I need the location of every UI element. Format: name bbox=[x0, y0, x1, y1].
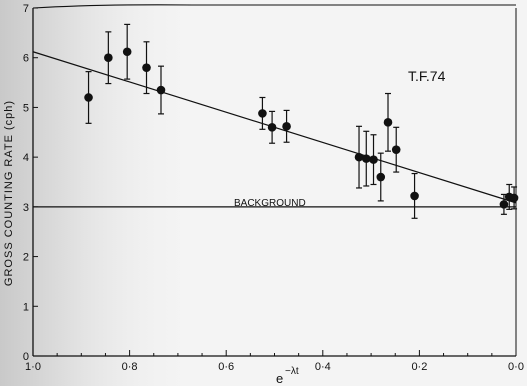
y-tick-label: 0 bbox=[23, 351, 29, 363]
data-point bbox=[282, 122, 291, 131]
y-tick-label: 4 bbox=[23, 152, 29, 164]
data-point bbox=[258, 109, 267, 118]
data-point bbox=[156, 85, 166, 95]
y-tick-label: 7 bbox=[23, 3, 29, 15]
x-tick-label: 0·0 bbox=[508, 361, 524, 373]
background-label: BACKGROUND bbox=[234, 198, 306, 209]
x-axis-label-base: e bbox=[276, 371, 283, 386]
data-point bbox=[104, 53, 113, 63]
x-tick-label: 0·8 bbox=[122, 361, 138, 373]
data-point bbox=[84, 93, 93, 102]
top-boundary-curve bbox=[32, 4, 516, 9]
x-tick-label: 0·2 bbox=[411, 361, 427, 373]
data-point bbox=[122, 47, 132, 57]
y-tick-label: 3 bbox=[23, 202, 29, 214]
sample-label: T.F.74 bbox=[408, 68, 446, 84]
data-point bbox=[391, 145, 401, 154]
data-point bbox=[354, 152, 364, 162]
data-point bbox=[376, 172, 386, 182]
x-tick-label: 0·6 bbox=[218, 361, 234, 373]
x-tick-label: 1·0 bbox=[25, 361, 41, 373]
x-axis-label-exponent: −λt bbox=[285, 366, 299, 377]
data-point bbox=[361, 154, 371, 163]
data-point bbox=[369, 155, 378, 164]
data-point bbox=[509, 193, 519, 203]
data-point bbox=[267, 123, 277, 132]
y-tick-label: 2 bbox=[23, 252, 29, 264]
data-point bbox=[383, 118, 393, 127]
scan-shading bbox=[0, 0, 200, 386]
y-tick-label: 1 bbox=[23, 301, 29, 313]
data-point bbox=[499, 200, 509, 209]
x-tick-label: 0·4 bbox=[315, 361, 331, 373]
data-point bbox=[410, 191, 419, 201]
y-axis-label: GROSS COUNTING RATE (cph) bbox=[3, 100, 15, 286]
y-tick-label: 6 bbox=[23, 53, 29, 65]
x-ticks: 1·0 0·8 0·6 0·4 0·2 0·0 bbox=[25, 350, 524, 373]
y-tick-label: 5 bbox=[23, 102, 29, 114]
data-points bbox=[84, 23, 519, 219]
data-point bbox=[142, 63, 151, 72]
